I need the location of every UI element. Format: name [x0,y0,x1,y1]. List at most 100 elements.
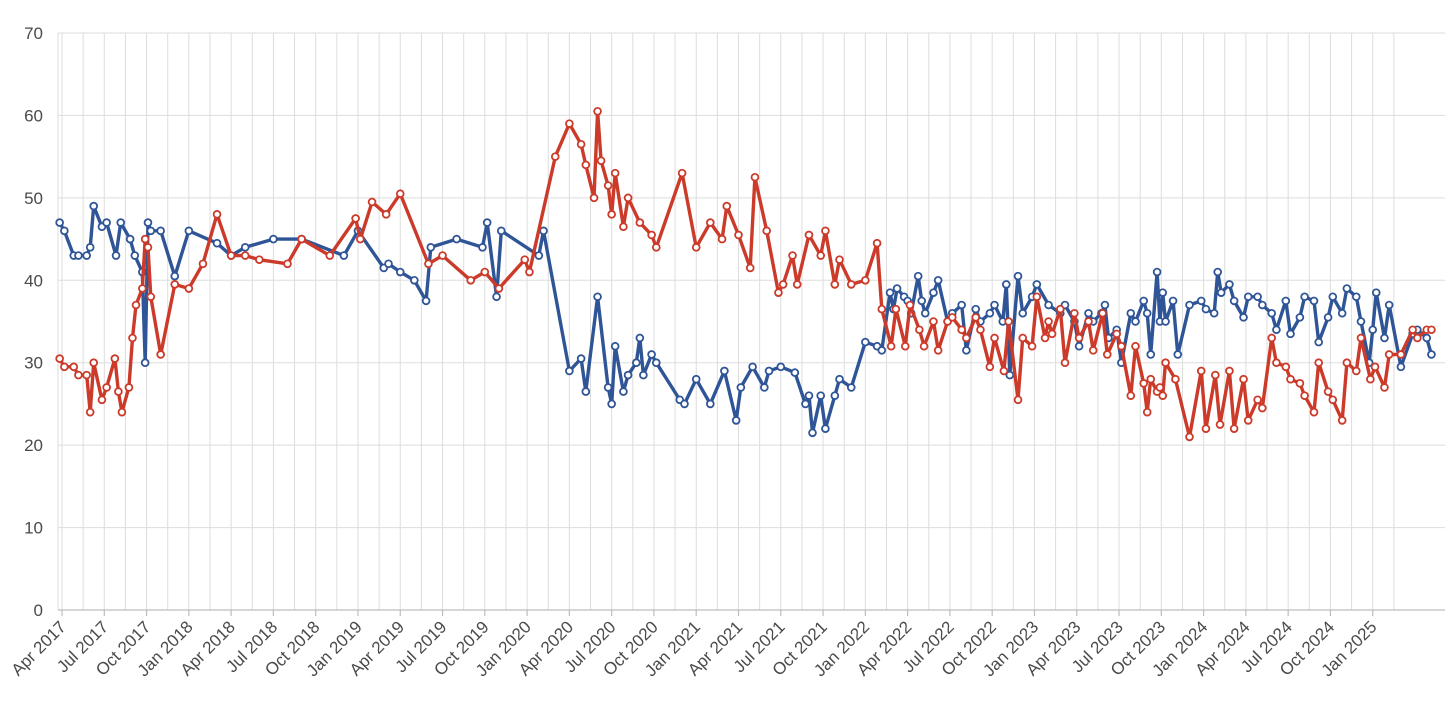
series-0-point [452,234,461,244]
series-0-point [1281,296,1291,306]
series-0-point [339,251,349,260]
series-0-point [1152,267,1162,277]
series-1-point [1013,395,1023,405]
series-1-line [58,109,1434,439]
series-0-point [1161,317,1170,326]
series-0-point [240,243,250,252]
series-0-point [816,391,826,400]
y-tick-label: 30 [24,354,43,373]
series-0-point [706,399,715,409]
series-1-point [1155,383,1165,392]
series-1-point [886,341,896,351]
series-0-point [647,350,656,359]
series-1-point [297,234,306,244]
series-0-point [1300,292,1309,302]
series-1-point [97,395,107,405]
series-0-point [1380,333,1389,343]
series-1-point [1413,333,1422,343]
series-0-point [1371,288,1381,297]
series-0-point [146,226,156,236]
series-1-point [128,333,137,343]
series-1-point [1370,362,1380,372]
series-1-point [623,193,633,203]
series-0-point [1131,317,1140,326]
series-1-point [788,251,797,260]
series-0-point [74,251,83,260]
series-1-point [240,251,250,260]
series-0-point [1243,292,1253,302]
series-0-point [830,391,840,400]
series-1-point [60,362,69,372]
series-1-point [170,280,180,289]
series-1-point [117,407,127,417]
series-0-point [1084,308,1093,318]
series-0-point [1356,317,1366,326]
series-1-point [1044,317,1053,326]
series-0-point [492,292,501,302]
series-1-point [1131,341,1140,351]
series-0-point [1001,280,1011,289]
series-1-point [647,230,656,240]
series-1-point [919,341,929,351]
series-1-point [1027,341,1037,351]
axis-layer [58,609,1445,616]
series-1-point [466,275,476,285]
series-1-point [1142,407,1152,417]
series-1-point [1126,391,1136,400]
series-0-point [1239,313,1248,322]
series-0-point [1295,313,1305,322]
series-1-point [1211,370,1220,380]
series-1-point [82,370,91,380]
series-0-point [651,358,661,368]
series-1-point [999,366,1009,376]
series-0-point [835,374,844,384]
series-layer [55,107,1436,442]
series-0-point [808,428,817,438]
series-1-point [734,230,743,240]
series-0-point [846,383,856,392]
series-0-point [776,362,786,372]
series-0-point [1005,370,1015,380]
series-1-point [706,218,715,227]
series-0-point [140,358,150,368]
series-1-point [947,313,957,322]
y-tick-label: 0 [34,601,43,620]
series-1-point [635,218,645,227]
series-1-point [835,255,844,264]
series-0-point [1126,308,1136,318]
series-1-point [1146,374,1156,384]
series-1-point [990,333,999,343]
series-1-point [861,275,870,285]
series-0-point [1173,350,1183,359]
series-0-point [764,366,774,376]
series-0-point [1267,308,1277,318]
series-1-point [1098,308,1107,318]
series-0-point [623,370,633,380]
series-1-point [1060,358,1070,368]
series-0-point [426,243,436,252]
series-0-point [985,308,995,318]
series-0-point [1018,308,1028,318]
series-0-point [539,226,548,236]
series-0-point [496,226,506,236]
series-1-point [156,350,165,359]
series-0-point [804,391,814,400]
series-0-point [565,366,574,376]
series-0-point [1185,300,1194,310]
series-1-point [677,168,687,178]
series-0-point [1286,329,1295,339]
series-1-point [381,210,391,219]
series-0-point [885,288,895,297]
series-1-point [1427,325,1436,335]
series-0-point [1422,333,1432,343]
series-1-point [325,251,335,260]
series-1-point [1239,374,1248,384]
series-1-point [565,119,574,128]
series-1-point [146,292,156,302]
series-0-point [877,346,887,355]
series-0-point [581,387,591,396]
series-0-point [971,304,981,314]
series-1-point [212,210,222,219]
